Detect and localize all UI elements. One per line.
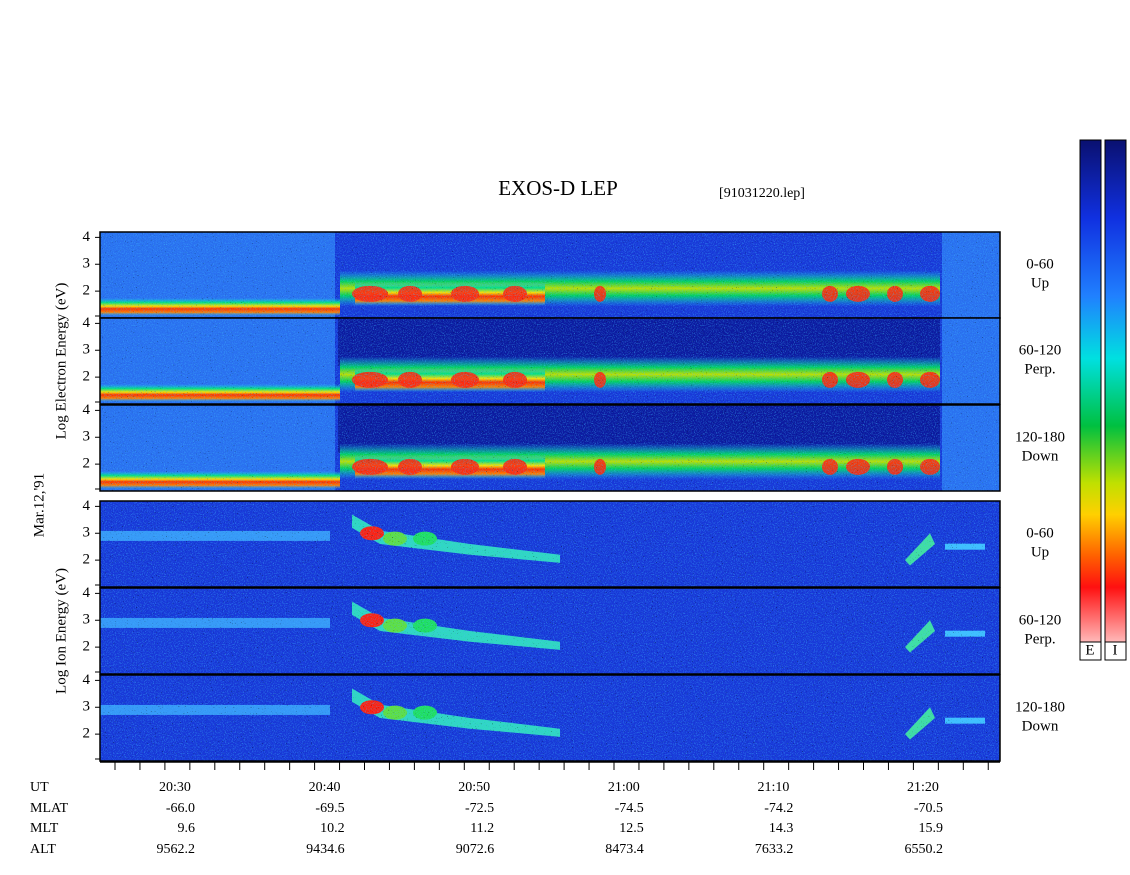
row-label: ALT (30, 842, 56, 857)
y-tick-label: 3 (83, 429, 91, 445)
orbit-value: 15.9 (919, 821, 944, 836)
y-tick-label: 2 (83, 552, 91, 568)
time-label: 20:50 (458, 780, 490, 795)
spectrogram (100, 501, 1000, 587)
spectrogram-panel: 4 3 2 0-60 Up (83, 229, 1054, 319)
spectrogram (100, 232, 1000, 318)
row-label: MLAT (30, 801, 69, 816)
spectrogram-panel: 4 3 2 60-120 Perp. (83, 585, 1062, 675)
row-label: UT (30, 780, 49, 795)
date: Mar.12,'91 (31, 473, 47, 537)
speckle (100, 405, 1000, 491)
panel-frame (99, 404, 1001, 492)
spectrogram-panel: 4 3 2 120-180 Down (83, 672, 1065, 762)
orbit-value: 11.2 (470, 821, 494, 836)
colorbar-box (1104, 641, 1127, 661)
orbit-value: 6550.2 (905, 842, 944, 857)
orbit-value: 12.5 (619, 821, 644, 836)
y-tick-label: 3 (83, 342, 91, 358)
panel-frame (99, 500, 1001, 588)
colorbar-box (1079, 641, 1102, 661)
pitch-range: 120-180 (1015, 699, 1065, 715)
speckle (100, 588, 1000, 674)
colorbar-e (1079, 139, 1102, 661)
y-tick-label: 2 (83, 283, 91, 299)
time-label: 20:40 (309, 780, 341, 795)
colorbars: E I (1079, 139, 1127, 661)
pitch-direction: Down (1022, 718, 1059, 734)
pitch-range: 60-120 (1019, 342, 1062, 358)
orbit-value: 9.6 (178, 821, 196, 836)
spectrogram (100, 318, 1000, 404)
orbit-value: 8473.4 (605, 842, 644, 857)
pitch-direction: Down (1022, 448, 1059, 464)
y-tick-label: 2 (83, 639, 91, 655)
orbit-value: -74.2 (764, 801, 793, 816)
panel-frame (99, 317, 1001, 405)
spectrogram-panel: 4 3 2 60-120 Perp. (83, 315, 1062, 405)
y-tick-label: 2 (83, 726, 91, 742)
orbit-value: 9434.6 (306, 842, 345, 857)
orbit-value: -72.5 (465, 801, 494, 816)
panel-frame (99, 674, 1001, 762)
orbit-value: 14.3 (769, 821, 794, 836)
y-tick-label: 4 (83, 498, 91, 514)
spectrogram-panel: 4 3 2 120-180 Down (83, 402, 1065, 492)
colorbar-label: I (1113, 642, 1118, 658)
spectrogram-panel: 4 3 2 0-60 Up (83, 498, 1054, 588)
pitch-range: 0-60 (1026, 256, 1054, 272)
title: EXOS-D LEP (498, 176, 618, 200)
orbit-value: -69.5 (315, 801, 344, 816)
y-tick-label: 3 (83, 699, 91, 715)
y-tick-label: 4 (83, 315, 91, 331)
speckle (100, 232, 1000, 318)
y-tick-label: 3 (83, 525, 91, 541)
speckle (100, 501, 1000, 587)
colorbar-i (1104, 139, 1127, 661)
y-tick-label: 4 (83, 585, 91, 601)
time-label: 20:30 (159, 780, 191, 795)
y-tick-label: 4 (83, 402, 91, 418)
pitch-direction: Up (1031, 275, 1049, 291)
orbit-value: 10.2 (320, 821, 345, 836)
spectrogram (100, 405, 1000, 491)
pitch-range: 120-180 (1015, 429, 1065, 445)
orbit-value: 9072.6 (456, 842, 495, 857)
time-label: 21:20 (907, 780, 939, 795)
electron-axis-label: Log Electron Energy (eV) (53, 283, 69, 440)
y-tick-label: 3 (83, 612, 91, 628)
y-tick-label: 4 (83, 229, 91, 245)
colorbar-label: E (1085, 642, 1094, 658)
pitch-direction: Up (1031, 544, 1049, 560)
orbit-value: 7633.2 (755, 842, 794, 857)
speckle (100, 675, 1000, 761)
spectrogram (100, 675, 1000, 761)
pitch-direction: Perp. (1024, 631, 1055, 647)
time-label: 21:00 (608, 780, 640, 795)
speckle (100, 318, 1000, 404)
pitch-range: 60-120 (1019, 612, 1062, 628)
orbit-value: -70.5 (914, 801, 943, 816)
time-label: 21:10 (757, 780, 789, 795)
y-tick-label: 2 (83, 369, 91, 385)
y-tick-label: 3 (83, 256, 91, 272)
file-name: [91031220.lep] (719, 186, 805, 201)
y-tick-label: 2 (83, 456, 91, 472)
row-label: MLT (30, 821, 59, 836)
orbit-value: -66.0 (166, 801, 195, 816)
orbit-value: 9562.2 (157, 842, 196, 857)
y-tick-label: 4 (83, 672, 91, 688)
pitch-range: 0-60 (1026, 525, 1054, 541)
ion-axis-label: Log Ion Energy (eV) (53, 568, 69, 694)
spectrogram (100, 588, 1000, 674)
pitch-direction: Perp. (1024, 361, 1055, 377)
orbit-value: -74.5 (615, 801, 644, 816)
panel-frame (99, 587, 1001, 675)
